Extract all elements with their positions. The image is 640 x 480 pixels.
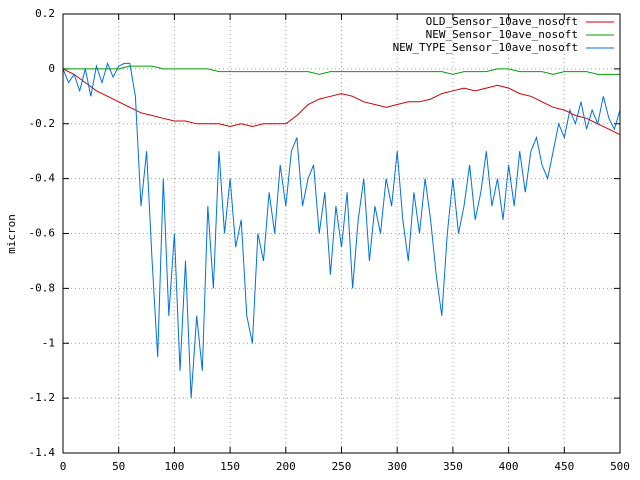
y-tick-label: -1 — [42, 336, 55, 349]
x-tick-label: 250 — [332, 460, 352, 473]
y-tick-label: -1.4 — [29, 446, 56, 459]
y-tick-label: -0.6 — [29, 227, 56, 240]
x-tick-label: 200 — [276, 460, 296, 473]
x-tick-label: 50 — [112, 460, 125, 473]
data-line — [63, 65, 620, 75]
x-tick-label: 400 — [499, 460, 519, 473]
x-tick-label: 300 — [387, 460, 407, 473]
data-line — [62, 68, 621, 136]
x-tick-label: 350 — [443, 460, 463, 473]
y-tick-label: 0.2 — [35, 7, 55, 20]
y-tick-label: -0.2 — [29, 117, 56, 130]
x-tick-label: 100 — [164, 460, 184, 473]
y-tick-label: -1.2 — [29, 391, 56, 404]
y-axis-label: micron — [5, 214, 18, 254]
y-tick-label: -0.4 — [29, 172, 56, 185]
legend-label: NEW_TYPE_Sensor_10ave_nosoft — [393, 41, 578, 54]
x-tick-label: 150 — [220, 460, 240, 473]
x-tick-label: 450 — [554, 460, 574, 473]
data-line — [62, 61, 621, 399]
x-tick-label: 0 — [60, 460, 67, 473]
y-tick-label: -0.8 — [29, 281, 56, 294]
legend-label: NEW_Sensor_10ave_nosoft — [426, 28, 578, 41]
plot-border — [62, 13, 621, 454]
x-tick-label: 500 — [610, 460, 630, 473]
y-tick-label: 0 — [48, 62, 55, 75]
legend-label: OLD_Sensor_10ave_nosoft — [426, 15, 578, 28]
